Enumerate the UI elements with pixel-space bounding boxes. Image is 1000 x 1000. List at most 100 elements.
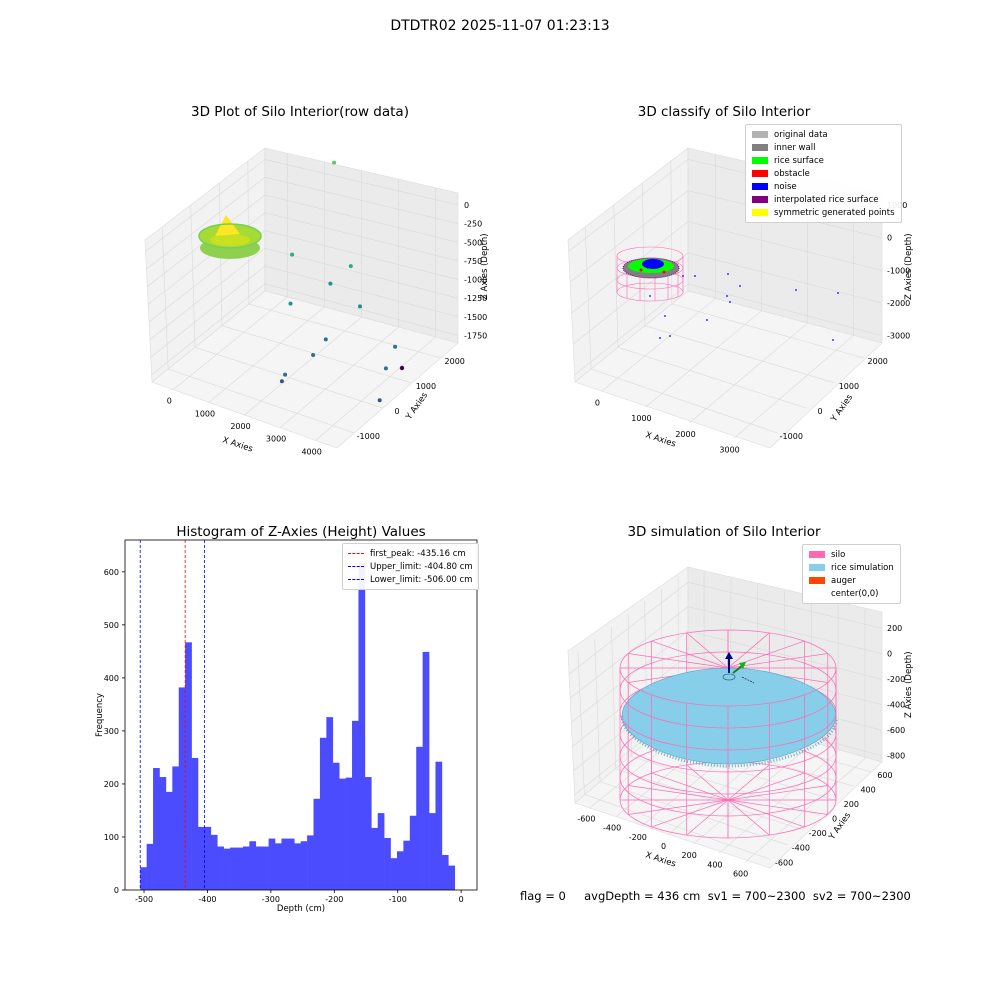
p4-z-tick: -600	[887, 726, 905, 735]
histogram-x-tick: -400	[198, 895, 216, 904]
histogram-legend-item: Lower_limit: -506.00 cm	[348, 573, 473, 586]
p4-z-tick: -400	[887, 701, 905, 710]
panel2-x-ticks: 0 1000 2000 3000	[595, 398, 740, 454]
legend-label: symmetric generated points	[774, 207, 895, 218]
p1-y-tick: 0	[395, 407, 400, 416]
histogram-bar	[390, 858, 398, 890]
histogram-bar	[191, 757, 199, 890]
panel2-legend-item: interpolated rice surface	[752, 193, 895, 206]
histogram-bar	[153, 768, 160, 890]
panel2-noise-point	[795, 289, 797, 291]
panel2-noise-point	[682, 275, 684, 277]
histogram-legend-item: first_peak: -435.16 cm	[348, 547, 473, 560]
p2-x-tick: 0	[595, 398, 600, 407]
legend-label: silo	[831, 549, 846, 560]
panel4-z-label: Z Axies (Depth)	[904, 651, 914, 718]
histogram-bar	[332, 762, 340, 890]
p4-z-tick: 200	[887, 624, 902, 633]
panel4-legend-item: rice simulation	[809, 561, 894, 574]
histogram-bar	[307, 835, 314, 890]
p4-y-tick: 200	[844, 800, 859, 809]
panel2-noise-points	[649, 273, 839, 341]
legend-label: interpolated rice surface	[774, 194, 879, 205]
p4-y-tick: 400	[860, 785, 875, 794]
p4-z-tick: -200	[887, 675, 905, 684]
histogram-bar	[140, 867, 147, 890]
histogram-bar	[236, 847, 244, 890]
legend-label: rice surface	[774, 155, 824, 166]
panel4-z-ticks: 200 0 -200 -400 -600 -800	[887, 624, 905, 761]
panel2-classified-surface	[622, 257, 680, 279]
histogram-bar	[178, 687, 186, 890]
panel2-legend-item: obstacle	[752, 167, 895, 180]
p4-x-tick: -600	[577, 815, 595, 824]
p4-x-tick: 400	[707, 860, 722, 869]
panel1-data-point	[332, 160, 337, 165]
histogram-y-ticks: 0 100 200 300 400 500 600	[104, 568, 125, 895]
histogram-bar	[223, 848, 231, 890]
legend-swatch	[752, 196, 768, 203]
panel2-noise-point	[832, 339, 834, 341]
panel1-y-ticks: -1000 0 1000 2000	[357, 357, 465, 441]
histogram-bars	[140, 562, 456, 890]
p1-z-tick: 0	[464, 201, 469, 210]
histogram-vlines	[139, 540, 205, 890]
panel4-rice-surface	[620, 667, 838, 768]
legend-label: first_peak: -435.16 cm	[370, 548, 466, 559]
panel4-y-label: Y Axies	[827, 810, 854, 842]
p4-x-tick: -400	[603, 824, 621, 833]
p1-y-tick: 2000	[445, 357, 465, 366]
panel1-data-point	[279, 379, 284, 384]
histogram-bar	[339, 778, 346, 890]
histogram-bar	[146, 843, 154, 890]
panel1-data-point	[399, 365, 405, 371]
p1-x-tick: 4000	[301, 447, 321, 456]
histogram-bar	[165, 791, 173, 890]
legend-swatch	[752, 170, 768, 177]
legend-swatch	[752, 183, 768, 190]
p1-z-tick: -750	[464, 257, 482, 266]
p1-y-tick: -1000	[357, 432, 380, 441]
panel4-x-ticks: -600 -400 -200 0 200 400 600	[577, 815, 748, 879]
histogram-bar	[230, 847, 237, 890]
p2-x-tick: 2000	[675, 430, 695, 439]
p2-z-tick: -3000	[887, 332, 910, 341]
histogram-y-tick: 100	[104, 833, 119, 842]
histogram-bar	[409, 815, 417, 890]
histogram-bar	[403, 840, 411, 890]
histogram-bar	[287, 838, 295, 890]
p2-x-tick: 1000	[631, 414, 651, 423]
histogram-x-tick: -100	[389, 895, 407, 904]
histogram-bar	[345, 777, 353, 890]
histogram-frame	[124, 539, 478, 891]
panel2-noise-point	[726, 295, 728, 297]
histogram-y-tick: 200	[104, 780, 119, 789]
p1-z-tick: -250	[464, 220, 482, 229]
legend-line	[348, 579, 364, 580]
panel1-points	[279, 160, 405, 403]
histogram-bar	[422, 651, 430, 890]
legend-label: Lower_limit: -506.00 cm	[370, 574, 473, 585]
panel4-auger-arrows	[725, 652, 755, 684]
panel2-legend-item: inner wall	[752, 141, 895, 154]
panel2-noise-point	[659, 337, 661, 339]
histogram-bar	[159, 777, 167, 890]
p1-x-tick: 1000	[195, 409, 215, 418]
p2-y-tick: 2000	[868, 357, 888, 366]
histogram-bar	[249, 841, 257, 890]
panel4-x-label: X Axies	[644, 850, 677, 869]
panel1-data-point	[348, 264, 353, 269]
histogram-bar	[197, 826, 205, 890]
panel1-data-point	[377, 398, 382, 403]
panel2-grid	[568, 154, 882, 439]
panel2-noise-point	[706, 319, 708, 321]
panel1-floor-pane	[151, 290, 459, 449]
panel2-legend-item: original data	[752, 128, 895, 141]
histogram-bar	[185, 642, 192, 890]
p4-y-tick: 600	[877, 771, 892, 780]
p1-x-tick: 2000	[230, 422, 250, 431]
histogram-bar	[255, 846, 263, 890]
panel1-data-point	[383, 366, 388, 371]
